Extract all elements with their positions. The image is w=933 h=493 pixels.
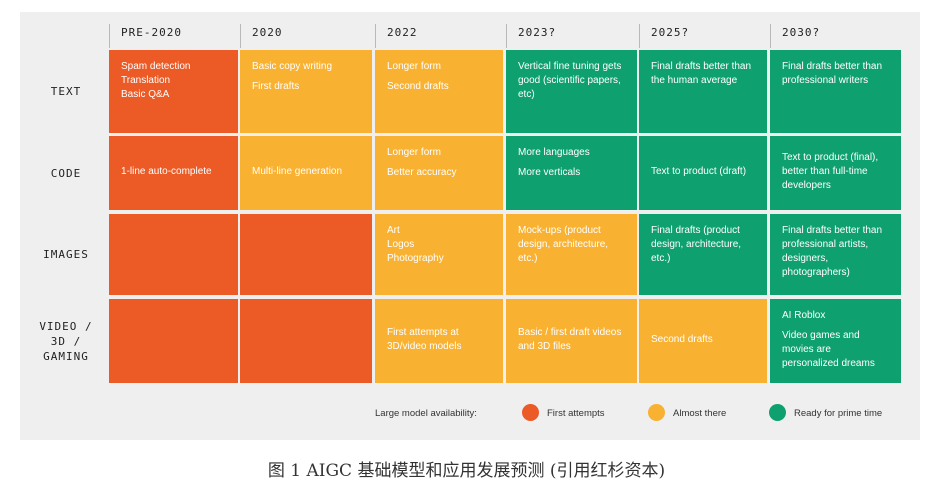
column-divider — [506, 24, 507, 48]
cell-text: AI Roblox — [782, 310, 826, 321]
table-cell: Spam detection Translation Basic Q&A — [109, 50, 238, 133]
table-cell: Mock-ups (product design, architecture, … — [506, 214, 637, 295]
column-header: 2025? — [651, 26, 690, 39]
table-cell: Final drafts better than professional wr… — [770, 50, 901, 133]
cell-text: Final drafts better than professional wr… — [782, 61, 883, 86]
cell-text: Photography — [387, 253, 444, 264]
table-cell — [240, 214, 372, 295]
cell-text: Final drafts better than professional ar… — [782, 225, 883, 278]
cell-text: Basic copy writing — [252, 61, 333, 72]
table-cell: Longer form Better accuracy — [375, 136, 503, 210]
cell-text: Second drafts — [387, 81, 449, 92]
cell-text: 1-line auto-complete — [121, 166, 212, 177]
cell-text: Text to product (final), better than ful… — [782, 152, 879, 191]
row-label: IMAGES — [43, 248, 89, 261]
column-header: 2030? — [782, 26, 821, 39]
row-label: CODE — [50, 166, 82, 180]
cell-text: First attempts at 3D/video models — [387, 327, 462, 352]
table-cell: Final drafts (product design, architectu… — [639, 214, 767, 295]
figure-panel: PRE-2020 2020 2022 2023? 2025? 2030? TEXT Spam … — [20, 12, 920, 440]
row-label: TEXT — [50, 85, 82, 98]
cell-text: Mock-ups (product design, architecture, … — [518, 225, 609, 264]
table-cell — [109, 299, 238, 383]
cell-text: Longer form — [387, 61, 441, 72]
cell-text: Final drafts (product design, architectu… — [651, 225, 742, 264]
cell-text: More languages — [518, 147, 590, 158]
cell-text: Longer form — [387, 147, 441, 158]
column-header: PRE-2020 — [121, 26, 182, 39]
legend-title: Large model availability: — [375, 408, 477, 419]
table-cell: Basic copy writing First drafts — [240, 50, 372, 133]
table-cell: 1-line auto-complete — [109, 136, 238, 210]
table-cell: Art Logos Photography — [375, 214, 503, 295]
table-cell: AI Roblox Video games and movies are pers… — [770, 299, 901, 383]
table-cell: Second drafts — [639, 299, 767, 383]
cell-text: Translation — [121, 75, 171, 86]
column-header: 2022 — [387, 26, 418, 39]
table-cell: Final drafts better than professional ar… — [770, 214, 901, 295]
cell-text: Second drafts — [651, 334, 713, 345]
cell-text: Better accuracy — [387, 167, 457, 178]
legend-ready-dot — [769, 404, 786, 421]
legend-almost-there-label: Almost there — [673, 408, 727, 419]
cell-text: Video games and movies are personalized … — [782, 330, 875, 369]
cell-text: Logos — [387, 239, 415, 250]
column-divider — [109, 24, 110, 48]
cell-text: First drafts — [252, 81, 300, 92]
table-cell: Text to product (final), better than ful… — [770, 136, 901, 210]
column-divider — [375, 24, 376, 48]
column-divider — [240, 24, 241, 48]
row-label: VIDEO /3D / GAMING — [39, 319, 93, 363]
table-cell: Final drafts better than the human avera… — [639, 50, 767, 133]
cell-text: Text to product (draft) — [651, 166, 747, 177]
legend-first-attempts-label: First attempts — [547, 408, 605, 419]
cell-text: Final drafts better than the human avera… — [651, 61, 752, 86]
column-divider — [639, 24, 640, 48]
legend-ready-label: Ready for prime time — [794, 408, 883, 419]
table-cell — [109, 214, 238, 295]
table-cell: First attempts at 3D/video models — [375, 299, 503, 383]
legend-almost-there-dot — [648, 404, 665, 421]
table-cell: More languages More verticals — [506, 136, 637, 210]
table-cell: Longer form Second drafts — [375, 50, 503, 133]
column-header: 2023? — [518, 26, 557, 39]
table-cell — [240, 299, 372, 383]
figure-caption: 图 1 AIGC 基础模型和应用发展预测 (引用红杉资本) — [267, 461, 666, 481]
column-header: 2020 — [252, 26, 283, 39]
table-cell: Multi-line generation — [240, 136, 372, 210]
cell-text: Art — [387, 225, 400, 236]
table-cell: Basic / first draft videos and 3D files — [506, 299, 637, 383]
cell-text: Basic / first draft videos and 3D files — [518, 327, 622, 352]
cell-text: More verticals — [518, 167, 581, 178]
table-cell: Vertical fine tuning gets good (scientif… — [506, 50, 637, 133]
cell-text: Multi-line generation — [252, 166, 343, 177]
legend-first-attempts-dot — [522, 404, 539, 421]
cell-text: Basic Q&A — [121, 89, 170, 100]
cell-text: Spam detection — [121, 61, 191, 72]
table-cell: Text to product (draft) — [639, 136, 767, 210]
column-divider — [770, 24, 771, 48]
cell-text: Vertical fine tuning gets good (scientif… — [518, 61, 622, 100]
